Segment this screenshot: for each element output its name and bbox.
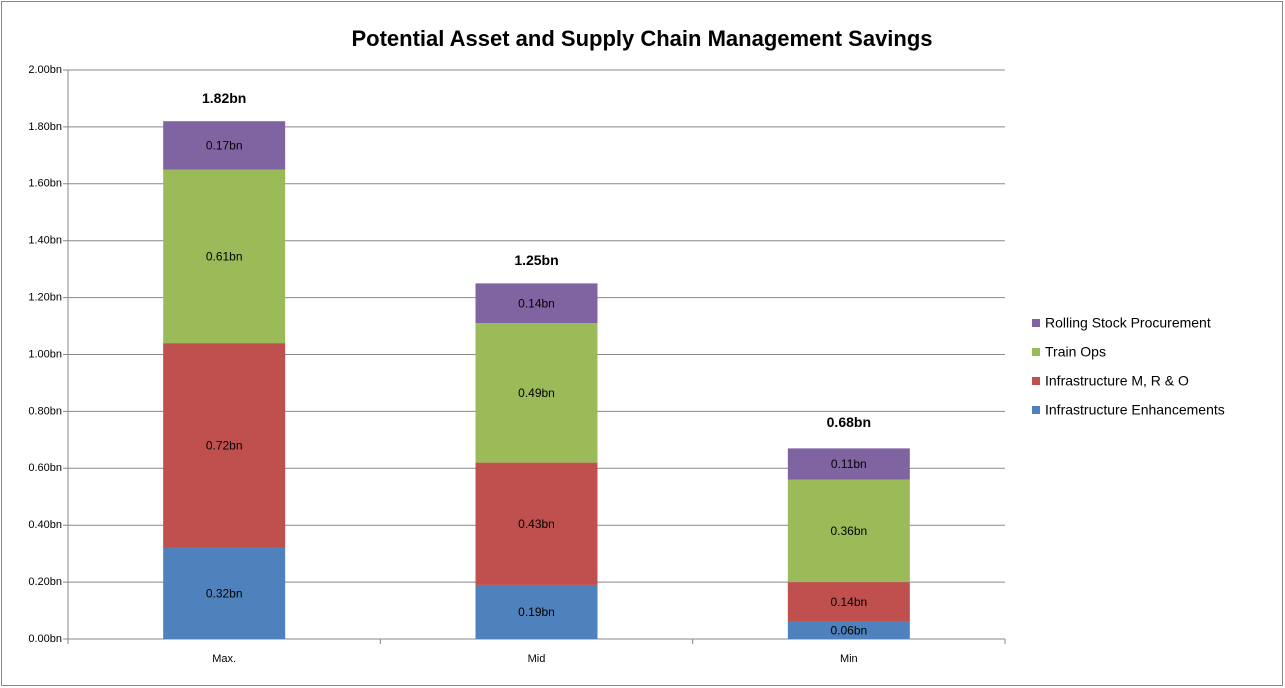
legend-label: Train Ops (1045, 344, 1106, 360)
bar-segment (163, 547, 286, 639)
bar-segment (163, 121, 286, 170)
y-tick-label: 1.80bn (28, 121, 62, 133)
bar-segment (787, 621, 910, 639)
value-label: 0.14bn (830, 595, 867, 609)
y-tick-label: 1.20bn (28, 292, 62, 304)
legend-label: Rolling Stock Procurement (1045, 315, 1211, 331)
value-label: 0.14bn (518, 296, 555, 310)
x-tick-label: Min (840, 653, 858, 665)
value-label: 0.32bn (206, 587, 243, 601)
bar-segment (475, 462, 598, 585)
total-label: 0.68bn (827, 414, 871, 430)
y-tick-label: 0.60bn (28, 462, 62, 474)
legend-label: Infrastructure Enhancements (1045, 402, 1225, 418)
value-label: 0.61bn (206, 250, 243, 264)
chart-title: Potential Asset and Supply Chain Managem… (351, 26, 932, 51)
legend-swatch (1032, 319, 1040, 327)
y-tick-label: 2.00bn (28, 64, 62, 76)
value-label: 0.36bn (830, 524, 867, 538)
bar-segment (787, 479, 910, 583)
bar-segment (475, 283, 598, 324)
y-tick-label: 0.80bn (28, 405, 62, 417)
y-tick-label: 0.40bn (28, 519, 62, 531)
bar-segment (475, 323, 598, 463)
legend-label: Infrastructure M, R & O (1045, 373, 1189, 389)
x-tick-label: Mid (528, 653, 546, 665)
value-label: 0.17bn (206, 139, 243, 153)
bar-segment (163, 343, 286, 548)
y-tick-label: 1.40bn (28, 235, 62, 247)
value-label: 0.19bn (518, 605, 555, 619)
y-tick-label: 0.00bn (28, 633, 62, 645)
total-label: 1.82bn (202, 90, 246, 106)
bar-segment (163, 169, 286, 344)
bar-segment (475, 584, 598, 639)
value-label: 0.06bn (830, 624, 867, 638)
y-tick-label: 1.60bn (28, 178, 62, 190)
y-tick-label: 1.00bn (28, 348, 62, 360)
y-tick-label: 0.20bn (28, 576, 62, 588)
total-label: 1.25bn (514, 252, 558, 268)
value-label: 0.72bn (206, 439, 243, 453)
value-label: 0.11bn (831, 457, 867, 471)
value-label: 0.49bn (518, 386, 555, 400)
legend-swatch (1032, 348, 1040, 356)
bar-segment (787, 448, 910, 480)
legend-swatch (1032, 406, 1040, 414)
bar-segment (787, 582, 910, 622)
value-label: 0.43bn (518, 517, 555, 531)
legend-swatch (1032, 377, 1040, 385)
x-tick-label: Max. (212, 653, 236, 665)
